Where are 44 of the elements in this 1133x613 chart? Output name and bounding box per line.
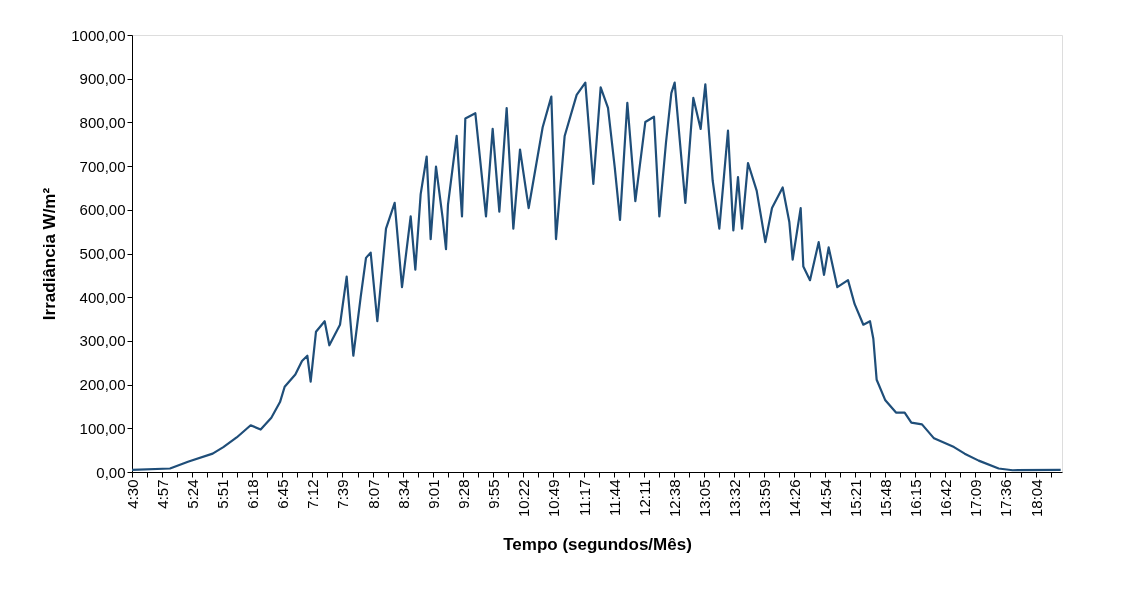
x-tick-label: 11:17 bbox=[575, 479, 593, 516]
y-tick-label: 1000,00 bbox=[71, 26, 126, 44]
x-tick-label: 13:59 bbox=[755, 479, 773, 518]
x-tick-label: 16:15 bbox=[906, 479, 924, 518]
x-tick-label: 12:11 bbox=[635, 479, 653, 516]
x-tick-label: 8:07 bbox=[364, 479, 382, 509]
x-tick-label: 17:36 bbox=[996, 479, 1014, 518]
x-tick-label: 13:32 bbox=[725, 479, 743, 518]
x-tick-label: 10:49 bbox=[544, 479, 562, 518]
x-axis-title: Tempo (segundos/Mês) bbox=[503, 535, 692, 555]
x-tick-label: 11:44 bbox=[605, 479, 623, 516]
x-tick-label: 14:54 bbox=[816, 479, 834, 518]
x-tick-label: 7:12 bbox=[303, 479, 321, 509]
x-tick-label: 10:22 bbox=[514, 479, 532, 518]
x-tick-label: 15:48 bbox=[876, 479, 894, 518]
x-tick-label: 15:21 bbox=[846, 479, 864, 518]
y-tick-label: 400,00 bbox=[79, 288, 126, 306]
x-tick-label: 16:42 bbox=[936, 479, 954, 518]
y-tick-label: 100,00 bbox=[79, 419, 126, 437]
x-tick-label: 8:34 bbox=[394, 479, 412, 509]
x-tick-label: 9:55 bbox=[484, 479, 502, 509]
x-tick-label: 17:09 bbox=[966, 479, 984, 518]
x-tick-label: 9:28 bbox=[454, 479, 472, 509]
x-tick-label: 18:04 bbox=[1027, 479, 1045, 518]
x-tick-label: 5:51 bbox=[213, 479, 231, 509]
x-tick-label: 9:01 bbox=[424, 479, 442, 509]
y-axis-title: Irradiância W/m² bbox=[40, 187, 60, 321]
x-tick-label: 6:18 bbox=[243, 479, 261, 509]
x-tick-label: 4:57 bbox=[153, 479, 171, 509]
y-tick-label: 0,00 bbox=[96, 463, 126, 481]
y-tick-label: 600,00 bbox=[79, 201, 126, 219]
y-tick-label: 900,00 bbox=[79, 70, 126, 88]
x-tick-label: 5:24 bbox=[183, 479, 201, 509]
y-tick-label: 700,00 bbox=[79, 157, 126, 175]
y-tick-label: 200,00 bbox=[79, 376, 126, 394]
x-tick-label: 7:39 bbox=[333, 479, 351, 509]
x-tick-label: 6:45 bbox=[273, 479, 291, 509]
x-tick-label: 14:26 bbox=[785, 479, 803, 518]
x-tick-label: 12:38 bbox=[665, 479, 683, 518]
x-tick-label: 13:05 bbox=[695, 479, 713, 518]
y-tick-label: 500,00 bbox=[79, 245, 126, 262]
y-tick-label: 800,00 bbox=[79, 113, 126, 131]
y-tick-label: 300,00 bbox=[79, 332, 126, 350]
x-tick-label: 4:30 bbox=[123, 479, 141, 509]
